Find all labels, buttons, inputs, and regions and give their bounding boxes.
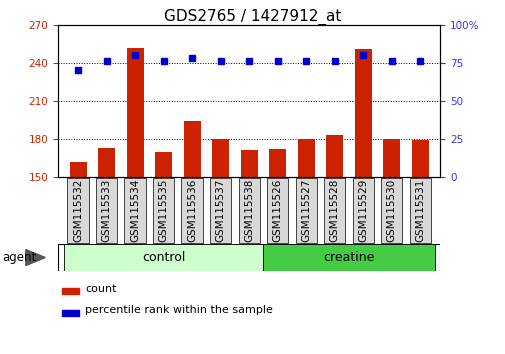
Bar [153,178,174,243]
Text: GSM115533: GSM115533 [102,179,112,242]
Text: creatine: creatine [323,251,374,264]
Text: percentile rank within the sample: percentile rank within the sample [85,305,272,315]
Bar [382,139,399,177]
Text: GSM115534: GSM115534 [130,179,140,242]
Bar [126,47,143,177]
Bar [181,178,203,243]
Bar [263,244,434,271]
Bar [238,178,260,243]
Bar [323,178,345,243]
Bar [62,310,79,316]
Bar [352,178,373,243]
Text: GSM115526: GSM115526 [272,179,282,242]
Bar [240,150,257,177]
Bar [183,121,200,177]
Bar [212,139,229,177]
Bar [67,178,89,243]
Bar [295,178,316,243]
Bar [269,149,286,177]
Text: GSM115538: GSM115538 [244,179,254,242]
Bar [380,178,401,243]
Bar [124,178,145,243]
Bar [354,49,371,177]
Bar [210,178,231,243]
Text: GSM115530: GSM115530 [386,179,396,242]
Text: GSM115528: GSM115528 [329,179,339,242]
Bar [411,140,428,177]
Bar [64,244,263,271]
Text: GSM115527: GSM115527 [300,179,311,242]
Bar [409,178,430,243]
Text: agent: agent [3,251,37,264]
Text: GSM115529: GSM115529 [358,179,368,242]
Bar [326,135,342,177]
Text: control: control [142,251,185,264]
Bar [98,148,115,177]
Text: GSM115536: GSM115536 [187,179,197,242]
Text: GSM115532: GSM115532 [73,179,83,242]
Text: GSM115531: GSM115531 [415,179,424,242]
Bar [70,162,86,177]
Bar [267,178,288,243]
Text: GDS2765 / 1427912_at: GDS2765 / 1427912_at [164,9,341,25]
Bar [155,152,172,177]
Text: GSM115537: GSM115537 [215,179,225,242]
Text: count: count [85,284,116,294]
Bar [62,288,79,294]
Bar [297,139,314,177]
Text: GSM115535: GSM115535 [159,179,168,242]
Bar [96,178,117,243]
Polygon shape [26,250,45,266]
